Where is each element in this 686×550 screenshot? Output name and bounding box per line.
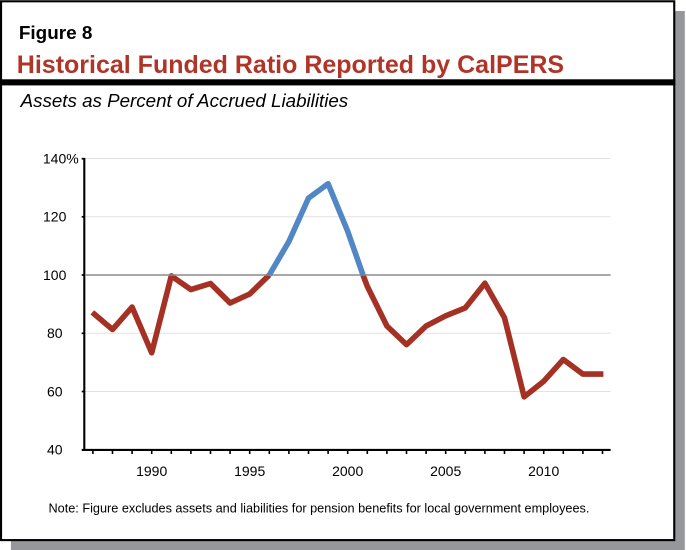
svg-text:100: 100 bbox=[43, 267, 67, 283]
svg-text:Note: Figure excludes assets a: Note: Figure excludes assets and liabili… bbox=[49, 502, 590, 516]
svg-text:140%: 140% bbox=[43, 150, 79, 166]
svg-text:60: 60 bbox=[47, 384, 63, 400]
svg-text:2005: 2005 bbox=[430, 463, 461, 479]
svg-text:1995: 1995 bbox=[234, 463, 265, 479]
svg-text:1990: 1990 bbox=[136, 463, 167, 479]
svg-text:2000: 2000 bbox=[332, 463, 363, 479]
svg-text:80: 80 bbox=[47, 325, 63, 341]
svg-text:120: 120 bbox=[43, 209, 67, 225]
svg-text:Figure 8: Figure 8 bbox=[19, 23, 92, 44]
svg-text:40: 40 bbox=[47, 441, 63, 457]
svg-text:Historical Funded Ratio Report: Historical Funded Ratio Reported by CalP… bbox=[17, 51, 564, 79]
svg-text:2010: 2010 bbox=[528, 463, 559, 479]
svg-text:Assets as Percent of Accrued L: Assets as Percent of Accrued Liabilities bbox=[20, 90, 349, 111]
